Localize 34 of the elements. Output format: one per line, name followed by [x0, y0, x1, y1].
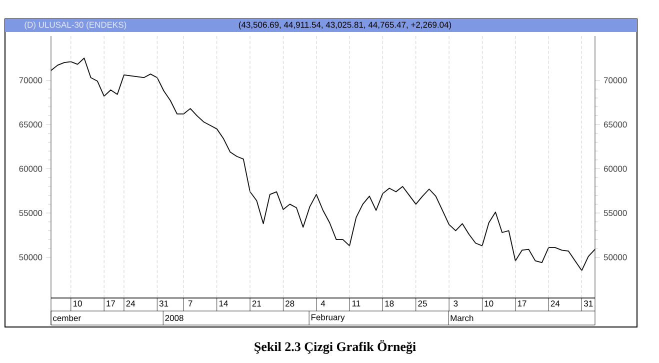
x-tick-label: 4	[320, 300, 326, 306]
x-tick-label: 14	[219, 300, 228, 306]
x-tick-label: 28	[286, 300, 294, 307]
text: cember	[53, 314, 81, 322]
y-tick-label: 65000	[604, 122, 627, 128]
x-tick-label: 3	[454, 300, 458, 307]
text: Şekil 2.3 Çizgi Grafik Örneği	[254, 340, 416, 354]
chart-subtitle: (43,506.69, 44,911.54, 43,025.81, 44,765.47, +2,269.04)	[238, 22, 452, 30]
y-tick-label: 55000	[604, 210, 627, 216]
y2-tick-label: 60000	[19, 166, 42, 172]
x-tick-label: 18	[385, 300, 394, 307]
y-tick-label: 60000	[604, 166, 627, 172]
x-tick-label: 11	[352, 300, 360, 306]
text: February	[311, 314, 345, 322]
y-tick-label: 70000	[604, 77, 627, 84]
x-tick-label: 17	[518, 300, 526, 306]
x-tick-label: 10	[484, 300, 494, 307]
x-tick-label: 24	[126, 300, 136, 306]
y-tick-label: 50000	[604, 254, 627, 260]
text: March	[450, 314, 474, 322]
y2-tick-label: 55000	[19, 210, 42, 216]
x-tick-label: 7	[188, 300, 192, 306]
x-tick-label: 31	[159, 300, 168, 307]
text: 2008	[165, 314, 184, 322]
y2-tick-label: 70000	[19, 77, 42, 84]
x-tick-label: 10	[73, 300, 82, 307]
y2-tick-label: 65000	[19, 122, 42, 128]
x-tick-label: 17	[106, 300, 116, 306]
y2-tick-label: 50000	[19, 254, 42, 260]
chart-title: (D) ULUSAL-30 (ENDEKS)	[24, 22, 126, 30]
x-tick-label: 31	[584, 300, 593, 307]
x-tick-label: 25	[418, 300, 427, 307]
x-tick-label: 21	[252, 300, 261, 306]
x-tick-label: 24	[550, 300, 560, 306]
